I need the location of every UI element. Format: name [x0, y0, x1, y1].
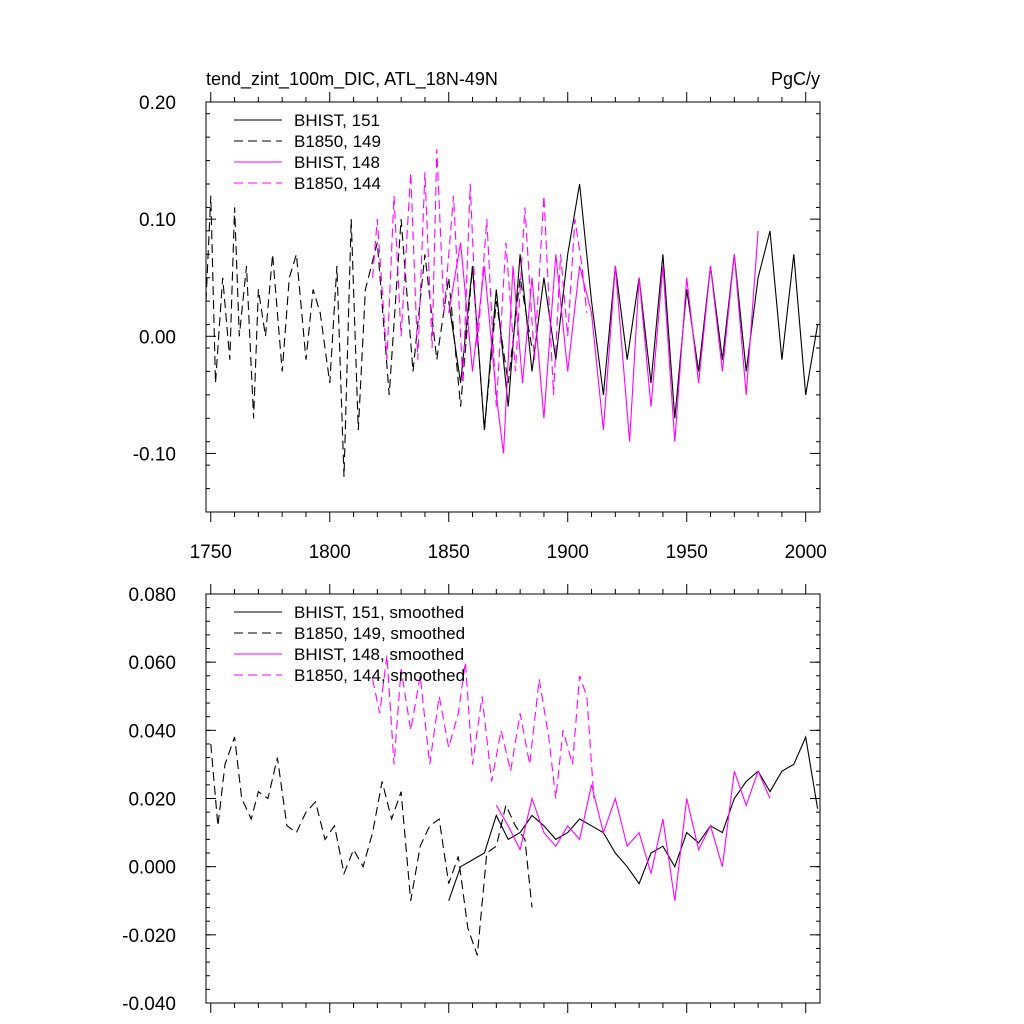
legend-label: B1850, 149, smoothed — [294, 624, 465, 643]
series-line — [448, 183, 819, 431]
legend-label: B1850, 149 — [294, 132, 381, 151]
legend-label: B1850, 144, smoothed — [294, 666, 465, 685]
y-tick-label: -0.040 — [122, 994, 176, 1015]
y-tick-label: 0.020 — [128, 790, 176, 811]
legend-label: BHIST, 148 — [294, 153, 380, 172]
y-tick-label: 0.20 — [139, 93, 176, 114]
y-tick-label: 0.10 — [139, 210, 176, 231]
y-tick-label: 0.040 — [128, 721, 176, 742]
x-tick-label: 1850 — [428, 542, 470, 563]
x-tick-label: 1950 — [666, 542, 708, 563]
y-tick-label: 0.000 — [128, 858, 176, 879]
y-tick-label: 0.060 — [128, 653, 176, 674]
top-chart-title: tend_zint_100m_DIC, ATL_18N-49N — [206, 69, 498, 90]
top-panel: tend_zint_100m_DIC, ATL_18N-49N PgC/y -0… — [133, 69, 827, 563]
legend-label: BHIST, 151, smoothed — [294, 603, 464, 622]
y-tick-label: -0.020 — [122, 926, 176, 947]
series-line — [210, 736, 533, 956]
bottom-panel: -0.040 -0.020 0.000 0.020 0.040 0.060 0.080 BHI… — [122, 584, 821, 1015]
legend-label: B1850, 144 — [294, 174, 381, 193]
y-tick-label: -0.10 — [133, 444, 176, 465]
series-line — [448, 735, 819, 901]
y-tick-label: 0.00 — [139, 327, 176, 348]
y-tick-label: 0.080 — [128, 585, 176, 606]
series-line — [206, 195, 533, 477]
series-line — [372, 148, 588, 407]
x-tick-label: 1800 — [309, 542, 351, 563]
top-chart-units: PgC/y — [771, 69, 820, 89]
series-line — [448, 230, 759, 454]
series-line — [372, 655, 595, 799]
plot-frame — [205, 101, 821, 513]
x-tick-label: 2000 — [785, 542, 827, 563]
series-line — [495, 769, 771, 901]
legend-label: BHIST, 148, smoothed — [294, 645, 464, 664]
legend-label: BHIST, 151 — [294, 111, 380, 130]
x-tick-label: 1750 — [190, 542, 232, 563]
x-tick-label: 1900 — [547, 542, 589, 563]
